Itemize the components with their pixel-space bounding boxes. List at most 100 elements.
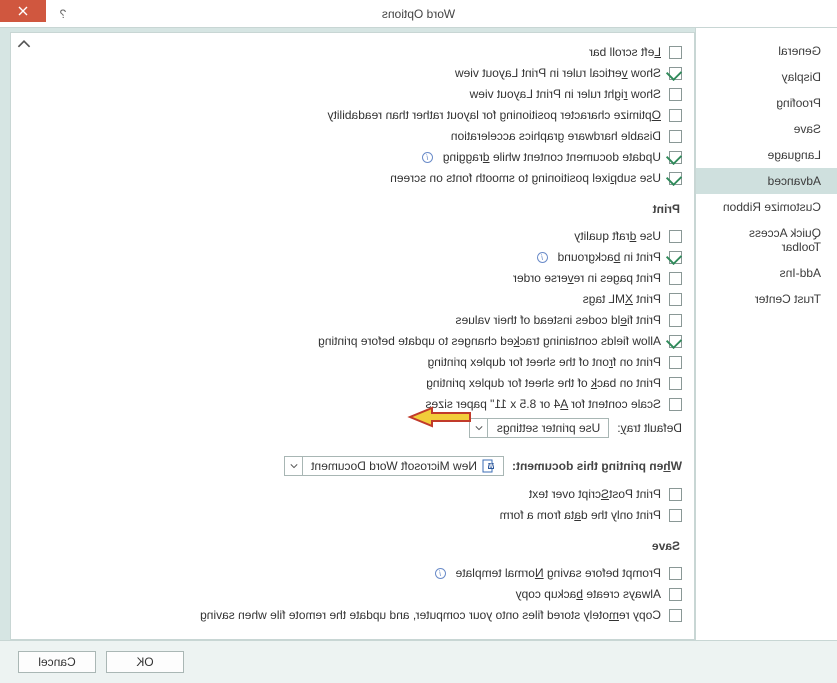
- sidebar-item-quick-access-toolbar[interactable]: Quick Access Toolbar: [696, 220, 837, 260]
- sidebar-item-label: Save: [794, 122, 821, 136]
- option-row: Show right ruler in Print Layout view: [35, 84, 682, 104]
- print-checkbox[interactable]: [669, 398, 682, 411]
- option-row: Print only the data from a form: [35, 505, 682, 525]
- option-row: Left scroll bar: [35, 42, 682, 62]
- display-checkbox[interactable]: [669, 109, 682, 122]
- display-checkbox[interactable]: [669, 67, 682, 80]
- info-icon[interactable]: i: [537, 252, 548, 263]
- print-checkbox[interactable]: [669, 377, 682, 390]
- info-icon[interactable]: i: [422, 152, 433, 163]
- sidebar-item-label: General: [778, 44, 821, 58]
- window-title: Word Options: [382, 7, 455, 21]
- option-label: Prompt before saving Normal template: [456, 566, 661, 580]
- chevron-down-icon: [475, 424, 483, 432]
- combo-button[interactable]: [470, 419, 488, 437]
- display-checkbox[interactable]: [669, 151, 682, 164]
- option-row: Optimize character positioning for layou…: [35, 105, 682, 125]
- doc-print-checkbox[interactable]: [669, 509, 682, 522]
- print-checkbox[interactable]: [669, 356, 682, 369]
- default-tray-combo[interactable]: Use printer settings: [469, 418, 609, 438]
- save-checkbox[interactable]: [669, 588, 682, 601]
- sidebar-item-display[interactable]: Display: [696, 64, 837, 90]
- ok-button[interactable]: OK: [106, 651, 184, 673]
- display-checkbox[interactable]: [669, 88, 682, 101]
- print-checkbox[interactable]: [669, 335, 682, 348]
- title-bar: Word Options ?: [0, 0, 837, 28]
- option-row: Print on back of the sheet for duplex pr…: [35, 373, 682, 393]
- save-checkbox[interactable]: [669, 609, 682, 622]
- option-label: Print pages in reverse order: [513, 271, 661, 285]
- svg-text:W: W: [488, 464, 494, 470]
- option-label: Use draft quality: [574, 229, 661, 243]
- option-row: Print on front of the sheet for duplex p…: [35, 352, 682, 372]
- sidebar-item-label: Display: [782, 70, 821, 84]
- option-row: Use draft quality: [35, 226, 682, 246]
- sidebar-item-label: Advanced: [768, 174, 821, 188]
- doc-print-checkbox[interactable]: [669, 488, 682, 501]
- option-row: Print XML tags: [35, 289, 682, 309]
- document-selector-combo[interactable]: WNew Microsoft Word Document: [284, 456, 504, 476]
- chevron-down-icon: [290, 462, 298, 470]
- option-row: Print in background i: [35, 247, 682, 267]
- display-checkbox[interactable]: [669, 130, 682, 143]
- combo-button[interactable]: [285, 457, 303, 475]
- display-checkbox[interactable]: [669, 46, 682, 59]
- option-label: Disable hardware graphics acceleration: [451, 129, 661, 143]
- document-selector-value: WNew Microsoft Word Document: [303, 459, 503, 473]
- option-label: Left scroll bar: [589, 45, 661, 59]
- option-label: Update document content while dragging: [443, 150, 661, 164]
- print-checkbox[interactable]: [669, 314, 682, 327]
- option-row: Prompt before saving Normal template i: [35, 563, 682, 583]
- sidebar-item-advanced[interactable]: Advanced: [696, 168, 837, 194]
- option-label: Allow fields containing tracked changes …: [318, 334, 661, 348]
- sidebar-item-add-ins[interactable]: Add-Ins: [696, 260, 837, 286]
- option-label: Print PostScript over text: [529, 487, 661, 501]
- category-sidebar: General Display Proofing Save Language Advanc…: [695, 28, 837, 640]
- option-label: Print XML tags: [583, 292, 661, 306]
- sidebar-item-general[interactable]: General: [696, 38, 837, 64]
- section-title: Print: [35, 202, 680, 216]
- sidebar-item-save[interactable]: Save: [696, 116, 837, 142]
- option-row: Disable hardware graphics acceleration: [35, 126, 682, 146]
- sidebar-item-trust-center[interactable]: Trust Center: [696, 286, 837, 312]
- save-checkbox[interactable]: [669, 567, 682, 580]
- section-title: When printing this document:: [512, 459, 682, 473]
- option-label: Print in background: [558, 250, 661, 264]
- option-row: Print PostScript over text: [35, 484, 682, 504]
- option-row: Show vertical ruler in Print Layout view: [35, 63, 682, 83]
- dialog-footer: OK Cancel: [0, 640, 837, 683]
- option-row: Scale content for A4 or 8.5 x 11" paper …: [35, 394, 682, 414]
- option-row: Always create backup copy: [35, 584, 682, 604]
- sidebar-item-label: Language: [768, 148, 821, 162]
- option-label: Always create backup copy: [516, 587, 661, 601]
- sidebar-item-label: Customize Ribbon: [723, 200, 821, 214]
- option-row: Allow fields containing tracked changes …: [35, 331, 682, 351]
- sidebar-item-label: Add-Ins: [780, 266, 821, 280]
- info-icon[interactable]: i: [435, 568, 446, 579]
- sidebar-item-customize-ribbon[interactable]: Customize Ribbon: [696, 194, 837, 220]
- option-label: Print on back of the sheet for duplex pr…: [426, 376, 661, 390]
- display-checkbox[interactable]: [669, 172, 682, 185]
- print-checkbox[interactable]: [669, 272, 682, 285]
- default-tray-label: Default tray:: [617, 421, 682, 435]
- option-row: Copy remotely stored files onto your com…: [35, 605, 682, 625]
- option-label: Scale content for A4 or 8.5 x 11" paper …: [425, 397, 661, 411]
- default-tray-row: Default tray: Use printer settings: [35, 418, 682, 438]
- option-label: Show right ruler in Print Layout view: [470, 87, 661, 101]
- option-label: Print field codes instead of their value…: [456, 313, 661, 327]
- sidebar-item-label: Proofing: [776, 96, 821, 110]
- option-label: Print on front of the sheet for duplex p…: [428, 355, 661, 369]
- when-printing-row: When printing this document: WNew Microso…: [35, 456, 682, 476]
- cancel-button[interactable]: Cancel: [18, 651, 96, 673]
- close-button[interactable]: [0, 0, 46, 22]
- section-title: Save: [35, 539, 680, 553]
- print-checkbox[interactable]: [669, 293, 682, 306]
- print-checkbox[interactable]: [669, 251, 682, 264]
- sidebar-item-proofing[interactable]: Proofing: [696, 90, 837, 116]
- sidebar-item-language[interactable]: Language: [696, 142, 837, 168]
- option-label: Copy remotely stored files onto your com…: [200, 608, 661, 622]
- close-icon: [18, 6, 28, 16]
- help-button[interactable]: ?: [46, 0, 80, 27]
- options-panel: Left scroll bar Show vertical ruler in Pr…: [10, 32, 695, 640]
- print-checkbox[interactable]: [669, 230, 682, 243]
